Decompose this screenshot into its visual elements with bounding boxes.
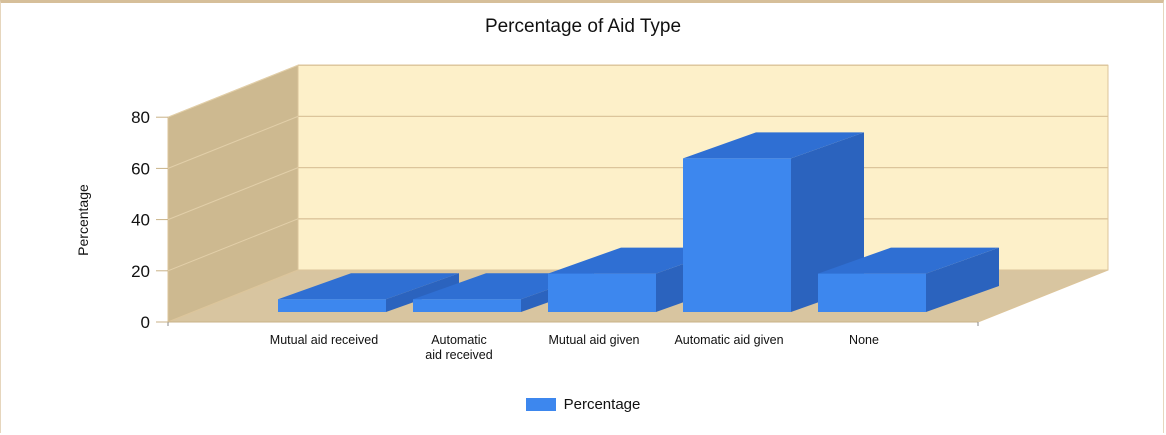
y-axis-label: Percentage	[75, 184, 91, 256]
bar-front	[413, 299, 521, 312]
y-axis-ticks: 0 20 40 60 80	[131, 108, 168, 332]
x-tick-label: Automatic	[431, 333, 487, 347]
legend-swatch	[525, 398, 556, 411]
x-tick-label: Mutual aid received	[270, 333, 378, 347]
chart-bars	[278, 132, 999, 312]
y-tick-label: 80	[131, 108, 150, 127]
x-tick-label: Automatic aid given	[674, 333, 783, 347]
bar-top	[818, 247, 999, 274]
bar	[818, 247, 999, 312]
bar-front	[683, 158, 791, 312]
gridline-side	[167, 167, 299, 221]
chart-legend: Percentage	[0, 396, 1166, 413]
bar-side	[926, 247, 999, 312]
bar	[278, 273, 459, 312]
gridline-side	[167, 115, 299, 169]
gridline-side	[167, 64, 299, 118]
bar-front	[278, 299, 386, 312]
bar-front	[818, 273, 926, 312]
y-tick-label: 40	[131, 211, 150, 230]
x-tick-label: aid received	[425, 348, 492, 362]
bar-top	[278, 273, 459, 300]
bar	[683, 132, 864, 312]
y-tick-label: 0	[141, 313, 150, 332]
y-tick-label: 20	[131, 262, 150, 281]
bar-front	[548, 273, 656, 312]
legend-label: Percentage	[563, 396, 641, 413]
gridline-side	[167, 218, 299, 272]
bar-side	[386, 273, 459, 312]
bar-top	[683, 132, 864, 159]
x-tick-label: Mutual aid given	[548, 333, 639, 347]
y-tick-label: 60	[131, 159, 150, 178]
x-tick-label: None	[849, 333, 879, 347]
chart-title: Percentage of Aid Type	[484, 16, 682, 37]
